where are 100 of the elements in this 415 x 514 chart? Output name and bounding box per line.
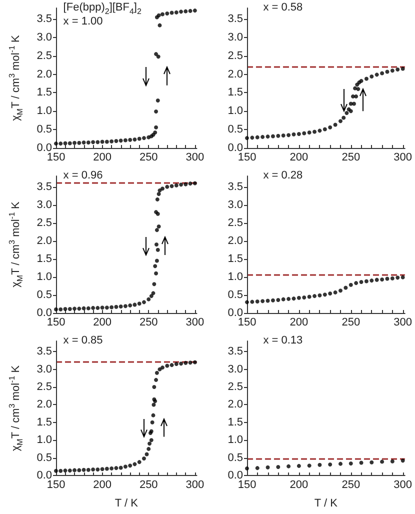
point <box>148 442 152 446</box>
y-tick-label: 2.5 <box>36 50 52 62</box>
point <box>151 291 156 296</box>
point <box>165 184 170 189</box>
point <box>54 468 58 473</box>
y-tick-label: 0.5 <box>36 124 52 136</box>
point <box>266 134 270 139</box>
annotation: x = 0.13 <box>263 334 303 346</box>
point <box>156 192 161 196</box>
point <box>86 468 90 472</box>
point <box>328 292 332 296</box>
y-tick-label: 3.0 <box>36 363 52 376</box>
point <box>322 292 327 297</box>
point <box>152 282 156 286</box>
point <box>72 468 77 472</box>
point <box>58 142 63 146</box>
point <box>328 125 332 130</box>
point <box>188 182 192 186</box>
point <box>165 12 170 16</box>
point <box>179 10 184 14</box>
y-tick-label: 1.5 <box>36 86 52 99</box>
point <box>58 468 63 473</box>
point <box>146 446 151 451</box>
point <box>400 275 405 280</box>
point <box>128 303 132 308</box>
y-tick-label: 0.0 <box>228 142 243 154</box>
point <box>396 276 400 280</box>
point <box>370 278 374 283</box>
x-tick-label: 150 <box>46 316 66 328</box>
y-tick-label: 1.0 <box>36 434 52 446</box>
y-tick-label: 3.5 <box>36 346 52 358</box>
point <box>385 276 390 281</box>
point <box>118 466 123 470</box>
point <box>370 74 374 79</box>
y-tick-label: 3.5 <box>36 13 52 26</box>
point <box>318 462 322 467</box>
x-tick-label: 300 <box>394 316 412 328</box>
y-tick-label: 3.5 <box>36 180 52 193</box>
point <box>270 134 275 138</box>
point <box>286 464 291 468</box>
x-tick-label: 200 <box>290 152 308 164</box>
point <box>82 306 86 310</box>
point <box>302 296 306 300</box>
point <box>137 460 142 464</box>
point <box>156 54 160 59</box>
point <box>154 370 159 375</box>
point <box>160 186 165 191</box>
point <box>104 306 109 310</box>
point <box>132 302 137 307</box>
point <box>91 306 96 310</box>
y-tick-label: 2.0 <box>228 68 243 80</box>
point <box>123 304 128 308</box>
point <box>68 307 72 312</box>
point <box>250 136 254 140</box>
point <box>77 140 82 145</box>
point <box>54 142 58 146</box>
point <box>63 307 68 312</box>
point <box>142 456 146 461</box>
x-tick-label: 250 <box>342 479 360 491</box>
point <box>156 98 160 102</box>
y-tick-label: 0.0 <box>228 307 243 319</box>
point <box>96 467 100 472</box>
point <box>158 23 162 28</box>
point <box>154 110 158 114</box>
point <box>91 140 96 144</box>
point <box>192 8 197 13</box>
point <box>260 134 265 139</box>
point <box>270 298 275 302</box>
annotation: x = 0.85 <box>63 334 103 346</box>
x-tick-label: 200 <box>93 479 112 491</box>
point <box>123 464 128 469</box>
point <box>77 306 82 311</box>
point <box>150 420 154 424</box>
point <box>179 182 184 187</box>
point <box>184 182 188 186</box>
y-tick-label: 0.5 <box>228 288 243 301</box>
point <box>266 298 270 303</box>
y-tick-label: 0.0 <box>36 470 52 482</box>
point <box>82 140 86 144</box>
x-tick-label: 200 <box>93 316 112 328</box>
point <box>302 131 306 136</box>
y-tick-label: 1.0 <box>228 105 243 118</box>
x-tick-label: 300 <box>186 152 204 164</box>
point <box>144 452 149 456</box>
point <box>338 288 342 293</box>
y-tick-label: 2.0 <box>228 234 243 247</box>
annotation: x = 0.28 <box>263 170 303 182</box>
y-tick-label: 0.0 <box>36 307 52 319</box>
point <box>160 12 165 16</box>
y-tick-label: 2.5 <box>228 50 243 62</box>
point <box>276 298 280 302</box>
point <box>245 466 249 470</box>
point <box>54 307 58 312</box>
point <box>318 128 322 133</box>
point <box>132 462 137 466</box>
point <box>110 139 114 144</box>
point <box>390 459 394 464</box>
point <box>137 302 142 306</box>
y-tick-label: 1.5 <box>36 416 52 428</box>
y-tick-label: 3.0 <box>228 198 243 211</box>
